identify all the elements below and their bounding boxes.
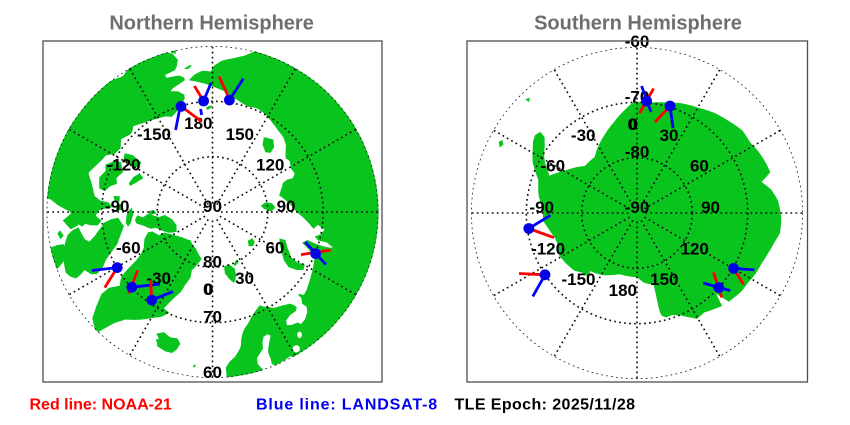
svg-text:60: 60 xyxy=(265,239,284,258)
svg-text:0: 0 xyxy=(203,280,212,299)
svg-text:-30: -30 xyxy=(146,269,171,288)
svg-text:180: 180 xyxy=(184,114,212,133)
svg-text:30: 30 xyxy=(235,269,254,288)
svg-text:Red line: NOAA-21: Red line: NOAA-21 xyxy=(30,397,172,414)
svg-text:180: 180 xyxy=(609,281,637,300)
svg-text:TLE Epoch: 2025/11/28: TLE Epoch: 2025/11/28 xyxy=(455,397,636,414)
svg-text:0: 0 xyxy=(628,115,637,134)
svg-text:120: 120 xyxy=(256,156,284,175)
svg-text:-150: -150 xyxy=(137,125,171,144)
svg-text:0: 0 xyxy=(204,280,213,299)
svg-text:30: 30 xyxy=(660,126,679,145)
svg-text:-150: -150 xyxy=(561,270,595,289)
svg-text:70: 70 xyxy=(203,308,222,327)
svg-text:-90: -90 xyxy=(529,198,554,217)
svg-text:150: 150 xyxy=(650,270,678,289)
svg-text:-60: -60 xyxy=(116,239,141,258)
svg-text:-80: -80 xyxy=(625,143,650,162)
svg-text:-120: -120 xyxy=(107,156,141,175)
svg-text:Northern Hemisphere: Northern Hemisphere xyxy=(109,12,314,34)
svg-text:-30: -30 xyxy=(571,126,596,145)
svg-text:80: 80 xyxy=(203,252,222,271)
svg-text:120: 120 xyxy=(681,240,709,259)
svg-text:Blue line: LANDSAT-8: Blue line: LANDSAT-8 xyxy=(256,397,438,414)
svg-text:150: 150 xyxy=(226,125,254,144)
svg-text:-60: -60 xyxy=(541,157,566,176)
svg-text:90: 90 xyxy=(701,198,720,217)
svg-text:60: 60 xyxy=(203,363,222,382)
svg-text:0: 0 xyxy=(629,115,638,134)
svg-text:90: 90 xyxy=(203,197,222,216)
svg-text:-90: -90 xyxy=(105,197,130,216)
svg-text:Southern Hemisphere: Southern Hemisphere xyxy=(534,12,742,34)
svg-text:-90: -90 xyxy=(625,198,650,217)
svg-text:-120: -120 xyxy=(531,240,565,259)
svg-text:60: 60 xyxy=(690,157,709,176)
svg-text:90: 90 xyxy=(277,197,296,216)
